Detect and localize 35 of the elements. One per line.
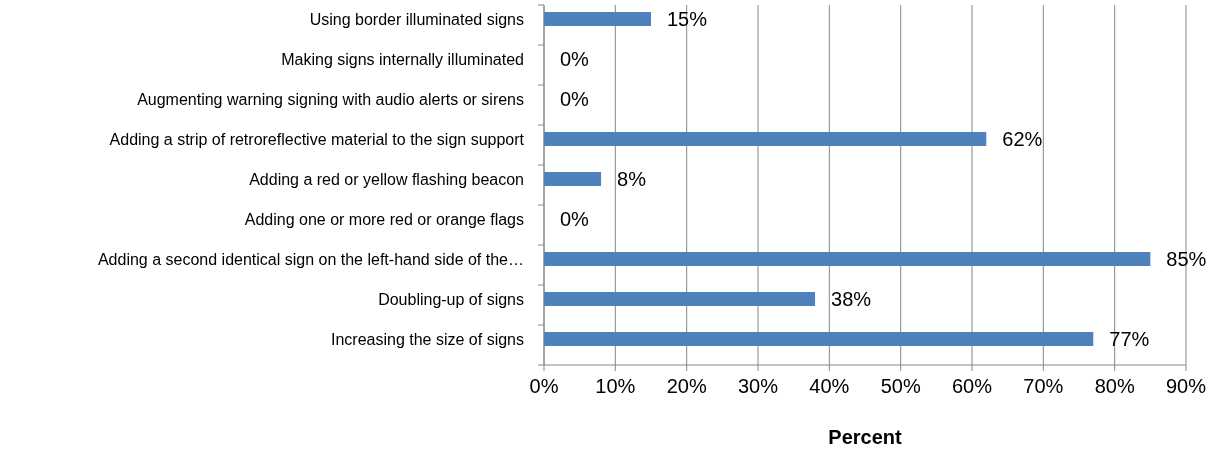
x-tick-label: 40% — [809, 375, 850, 397]
data-label: 38% — [831, 288, 872, 310]
x-tick-label: 90% — [1165, 375, 1207, 397]
bar — [544, 132, 987, 146]
data-label: 15% — [667, 8, 708, 30]
y-tick-label: Making signs internally illuminated — [281, 50, 524, 68]
y-tick-label: Adding a second identical sign on the left-hand side of the… — [97, 250, 524, 268]
x-tick-label: 60% — [951, 375, 993, 397]
data-label: 77% — [1109, 328, 1150, 350]
x-tick-label: 70% — [1023, 375, 1064, 397]
data-label: 0% — [560, 48, 590, 70]
x-axis-title: Percent — [828, 426, 903, 448]
bar — [544, 172, 602, 186]
bar — [544, 252, 1151, 266]
y-tick-label: Adding a red or yellow flashing beacon — [249, 170, 524, 188]
data-label: 62% — [1002, 128, 1043, 150]
x-tick-label: 20% — [666, 375, 707, 397]
x-tick-label: 30% — [737, 375, 779, 397]
y-tick-label: Adding one or more red or orange flags — [244, 210, 524, 228]
bar — [544, 292, 816, 306]
x-tick-label: 10% — [595, 375, 636, 397]
bar — [544, 332, 1094, 346]
bar — [544, 12, 651, 26]
y-tick-label: Increasing the size of signs — [331, 330, 524, 348]
data-label: 8% — [617, 168, 647, 190]
x-tick-label: 80% — [1094, 375, 1135, 397]
x-tick-label: 50% — [880, 375, 921, 397]
data-label: 0% — [560, 88, 590, 110]
y-tick-label: Augmenting warning signing with audio alerts or sirens — [137, 90, 524, 108]
data-label: 0% — [560, 208, 590, 230]
data-label: 85% — [1166, 248, 1207, 270]
y-tick-label: Doubling-up of signs — [378, 290, 524, 308]
y-tick-label: Adding a strip of retroreflective material to the sign support — [109, 130, 525, 148]
x-tick-label: 0% — [529, 375, 559, 397]
y-tick-label: Using border illuminated signs — [309, 10, 524, 28]
